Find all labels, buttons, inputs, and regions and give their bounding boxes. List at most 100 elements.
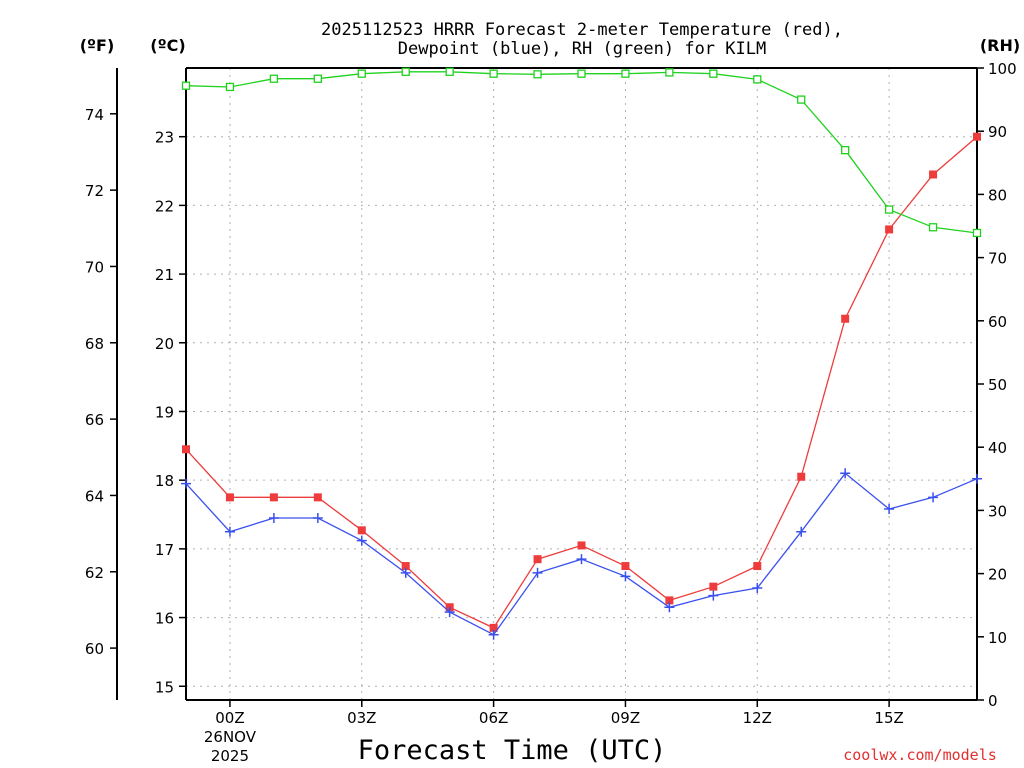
dewpoint-point — [444, 607, 455, 618]
x-tick-label: 15Z — [874, 709, 903, 727]
celsius-tick-label: 22 — [155, 197, 174, 215]
rh-point — [401, 67, 410, 76]
rh-point — [357, 69, 366, 78]
temperature-point — [533, 555, 542, 564]
celsius-unit-label: (ºC) — [150, 36, 185, 55]
fahrenheit-unit-label: (ºF) — [80, 36, 115, 55]
rh-tick-label: 0 — [988, 692, 998, 710]
dewpoint-point — [181, 478, 191, 489]
dewpoint-point — [796, 526, 807, 537]
temperature-point — [313, 493, 322, 502]
temperature-point — [489, 623, 498, 632]
rh-point — [665, 68, 674, 77]
fahrenheit-tick-label: 64 — [85, 487, 104, 505]
dewpoint-point — [488, 629, 499, 640]
data-series — [181, 67, 982, 640]
dewpoint-point — [708, 590, 719, 601]
fahrenheit-tick-label: 60 — [85, 640, 104, 658]
fahrenheit-tick-label: 72 — [85, 182, 104, 200]
rh-point — [533, 70, 542, 79]
fahrenheit-tick-label: 68 — [85, 335, 104, 353]
rh-tick-label: 50 — [988, 376, 1007, 394]
temperature-point — [577, 541, 586, 550]
rh-point — [225, 82, 235, 92]
x-tick-label: 12Z — [743, 709, 772, 727]
temperature-point — [929, 170, 938, 179]
dewpoint-point — [752, 583, 763, 594]
celsius-tick-label: 21 — [155, 266, 174, 284]
rh-point — [928, 223, 938, 232]
rh-point — [797, 95, 806, 104]
rh-tick-label: 100 — [988, 60, 1017, 78]
rh-point — [753, 75, 762, 84]
dewpoint-point — [884, 504, 895, 515]
dewpoint-point — [840, 468, 851, 479]
credit-text: coolwx.com/models — [843, 746, 997, 764]
dewpoint-point — [972, 473, 982, 484]
rh-tick-label: 70 — [988, 250, 1007, 268]
rh-tick-label: 30 — [988, 502, 1007, 520]
x-tick-label: 03Z — [347, 709, 376, 727]
celsius-tick-label: 18 — [155, 472, 174, 490]
dewpoint-point — [224, 526, 235, 537]
rh-tick-label: 90 — [988, 123, 1007, 141]
fahrenheit-tick-label: 62 — [85, 564, 104, 582]
temperature-point — [665, 596, 674, 605]
dewpoint-point — [576, 554, 587, 565]
rh-point — [445, 67, 454, 76]
x-tick-label: 09Z — [611, 709, 640, 727]
temperature-point — [225, 493, 234, 502]
chart-title: 2025112523 HRRR Forecast 2-meter Tempera… — [321, 20, 843, 40]
temperature-point — [753, 562, 762, 571]
temperature-point — [885, 225, 894, 234]
chart-title-line2: Dewpoint (blue), RH (green) for KILM — [398, 39, 766, 59]
temperature-point — [401, 562, 410, 571]
rh-tick-label: 40 — [988, 439, 1007, 457]
x-tick-label: 00Z — [215, 709, 244, 727]
rh-point — [313, 74, 322, 83]
axes: 15 16 17 18 19 20 21 22 23 60 62 64 66 68 70 72 74 0 10 20 3… — [85, 60, 1017, 765]
temperature-point — [973, 132, 981, 141]
dewpoint-point — [400, 567, 411, 578]
x-axis-label: Forecast Time (UTC) — [358, 735, 667, 766]
dewpoint-point — [268, 512, 279, 523]
temperature-point — [357, 526, 366, 535]
temperature-point — [621, 562, 630, 571]
rh-tick-label: 20 — [988, 566, 1007, 584]
dewpoint-point — [532, 567, 543, 578]
dewpoint-point — [356, 535, 367, 546]
x-tick-label: 06Z — [479, 709, 508, 727]
rh-point — [621, 69, 630, 78]
fahrenheit-tick-label: 70 — [85, 258, 104, 276]
celsius-tick-label: 16 — [155, 610, 174, 628]
rh-tick-label: 10 — [988, 629, 1007, 647]
fahrenheit-tick-label: 66 — [85, 411, 104, 429]
celsius-tick-label: 20 — [155, 335, 174, 353]
rh-point — [181, 81, 191, 90]
rh-point — [489, 69, 498, 78]
celsius-tick-label: 19 — [155, 403, 174, 421]
x-tick-date: 26NOV — [204, 728, 257, 746]
rh-point — [884, 205, 894, 214]
dewpoint-point — [312, 512, 323, 523]
rh-point — [577, 69, 586, 78]
rh-line — [185, 71, 978, 234]
temperature-point — [182, 445, 190, 454]
celsius-tick-label: 17 — [155, 541, 174, 559]
temperature-point — [709, 582, 718, 591]
temperature-point — [841, 314, 850, 323]
grid-lines — [186, 68, 977, 700]
rh-point — [841, 146, 850, 155]
rh-point — [269, 74, 279, 83]
x-tick-year: 2025 — [211, 747, 249, 765]
rh-point — [972, 228, 982, 238]
rh-unit-label: (RH) — [980, 36, 1020, 55]
celsius-tick-label: 15 — [155, 678, 174, 696]
dewpoint-point — [664, 602, 675, 613]
dewpoint-point — [928, 492, 939, 503]
rh-tick-label: 60 — [988, 313, 1007, 331]
temperature-point — [797, 472, 806, 481]
rh-point — [709, 69, 718, 78]
fahrenheit-tick-label: 74 — [85, 106, 104, 124]
